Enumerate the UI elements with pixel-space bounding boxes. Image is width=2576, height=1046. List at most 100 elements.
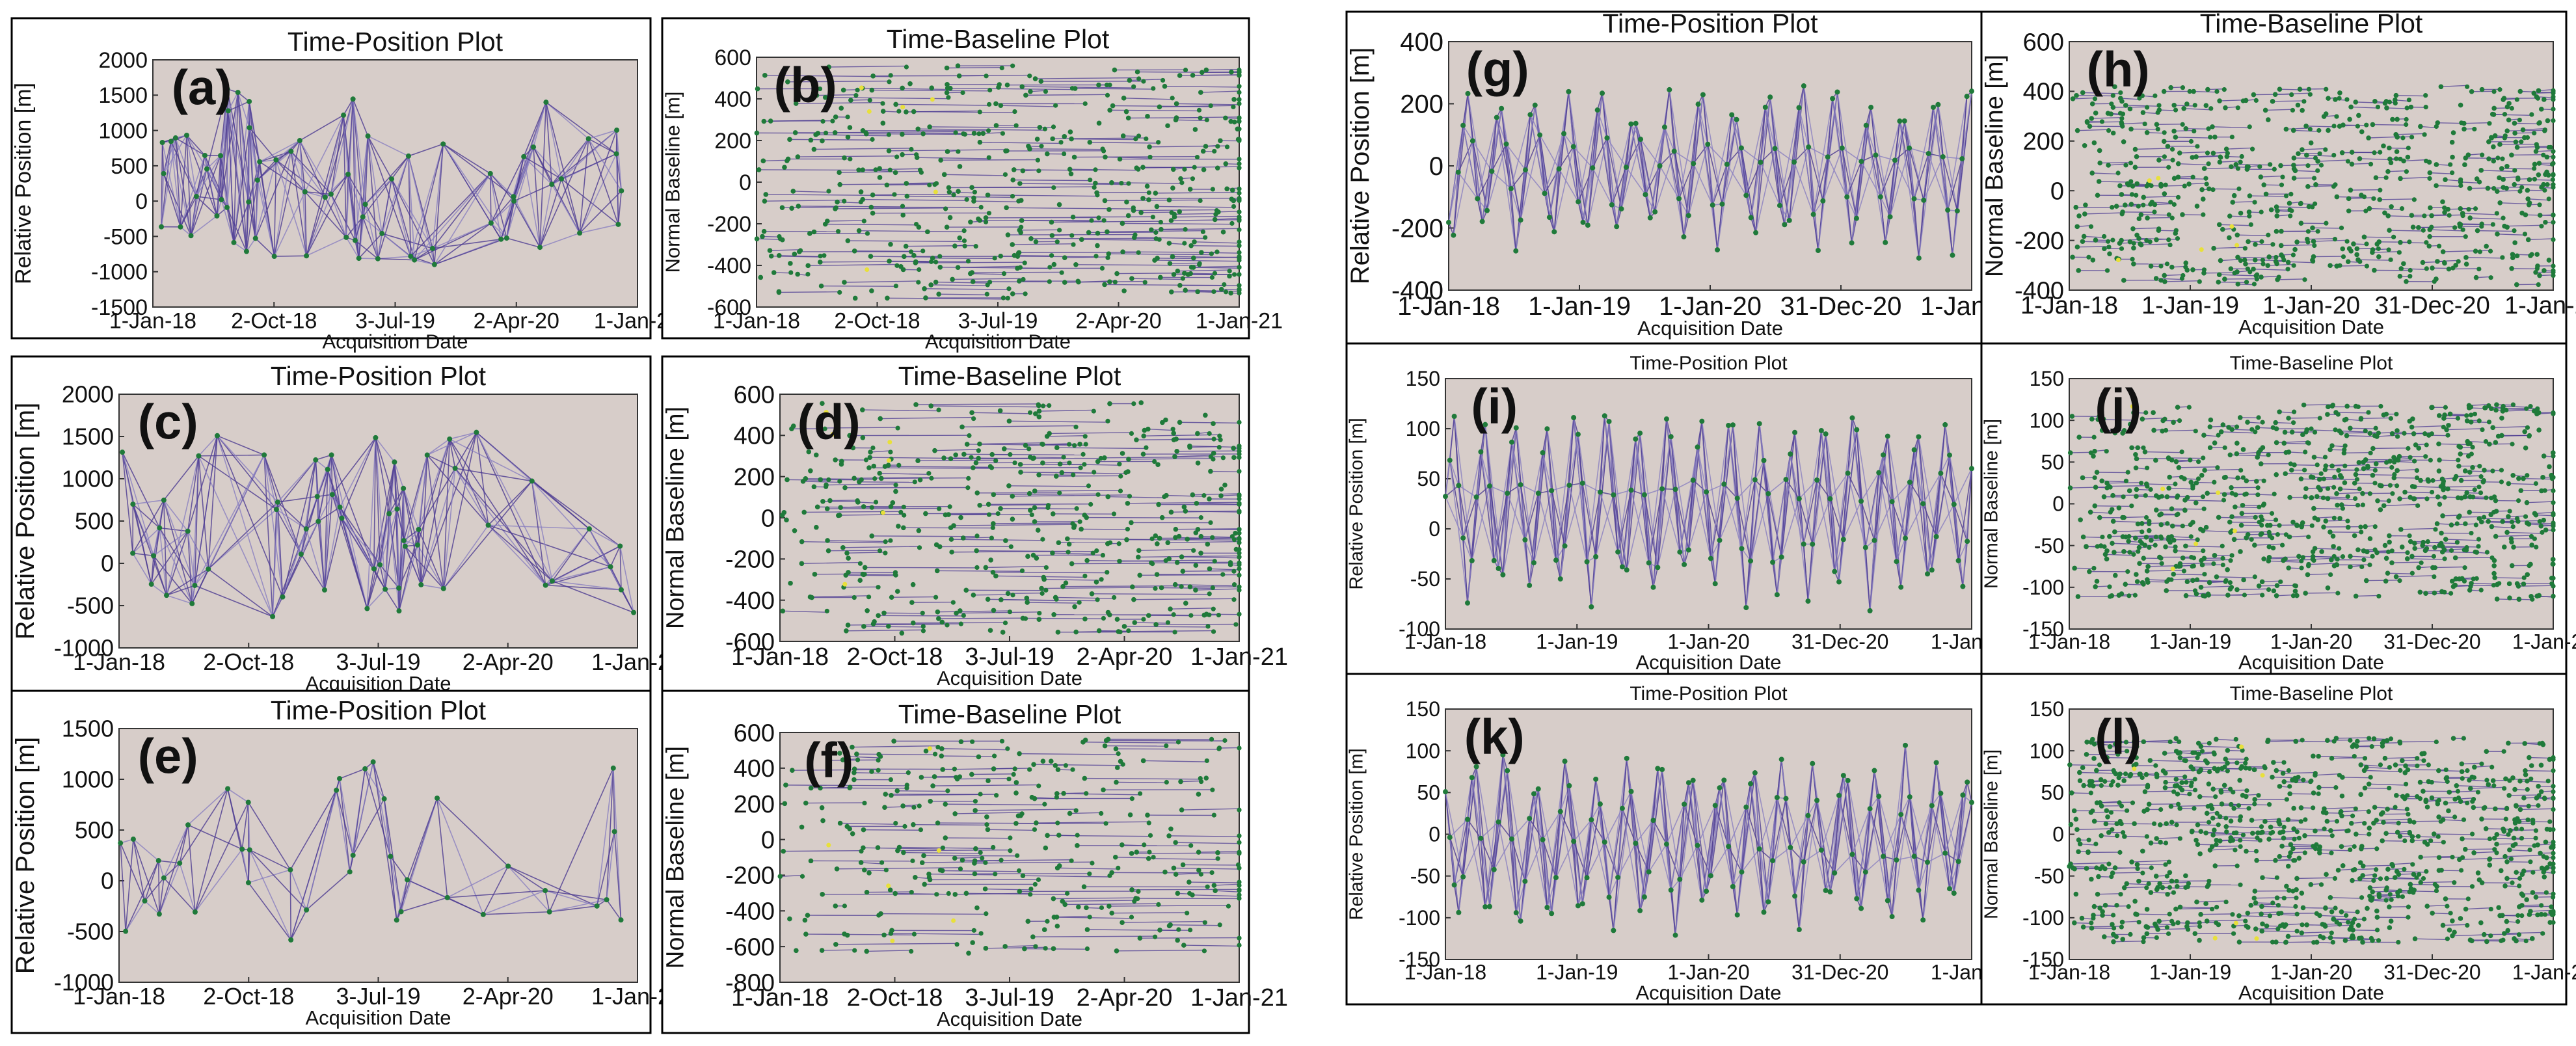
acquisition-point (1185, 911, 1190, 916)
network-link (343, 115, 347, 237)
network-link (257, 161, 260, 180)
y-tick-label: 2000 (98, 48, 148, 73)
acquisition-point (790, 423, 796, 429)
baseline-link (1000, 105, 1056, 107)
acquisition-point (1105, 418, 1110, 423)
acquisition-point (954, 610, 959, 616)
acquisition-point (1237, 501, 1242, 506)
acquisition-point (2384, 105, 2389, 111)
acquisition-point (1136, 76, 1142, 81)
acquisition-point (1093, 180, 1098, 186)
acquisition-point (157, 525, 163, 531)
acquisition-point (1028, 507, 1033, 513)
acquisition-point (2551, 97, 2556, 102)
acquisition-point (1231, 446, 1236, 451)
acquisition-point (960, 535, 966, 541)
acquisition-point (946, 95, 951, 100)
network-link (364, 204, 379, 259)
acquisition-point (852, 295, 858, 301)
acquisition-point (781, 848, 786, 854)
acquisition-point (861, 845, 866, 851)
acquisition-point (2497, 87, 2502, 92)
acquisition-point (863, 131, 869, 137)
acquisition-point (837, 289, 842, 295)
acquisition-point (1202, 920, 1207, 925)
acquisition-point (973, 244, 978, 249)
acquisition-point (837, 820, 843, 826)
acquisition-point (885, 295, 890, 301)
acquisition-point (2119, 98, 2125, 104)
network-link (455, 468, 546, 586)
network-link (125, 900, 146, 932)
acquisition-point (2243, 262, 2248, 267)
acquisition-point (805, 913, 811, 918)
acquisition-point (2095, 193, 2100, 198)
network-link (226, 207, 235, 243)
acquisition-point (973, 460, 979, 466)
baseline-link (1138, 555, 1240, 558)
acquisition-point (2364, 122, 2369, 127)
acquisition-point (1801, 83, 1806, 89)
network-link (418, 455, 428, 530)
acquisition-point (1237, 840, 1242, 845)
network-link (198, 455, 277, 510)
acquisition-point (2506, 101, 2512, 106)
baseline-link (1105, 156, 1151, 159)
acquisition-point (2096, 179, 2102, 184)
acquisition-point (815, 131, 821, 136)
acquisition-point (943, 835, 948, 840)
acquisition-point (2361, 234, 2367, 240)
acquisition-point (2297, 87, 2303, 92)
network-link (195, 788, 228, 913)
acquisition-point (2212, 134, 2218, 140)
acquisition-point (1077, 441, 1082, 447)
acquisition-point (2400, 135, 2406, 141)
acquisition-point (1208, 454, 1213, 459)
acquisition-point (315, 518, 321, 524)
acquisition-point (2522, 232, 2528, 237)
acquisition-point (1017, 462, 1023, 467)
acquisition-point (2199, 187, 2205, 193)
network-link (388, 513, 400, 611)
x-tick-label: 1-Jan-21 (1196, 308, 1283, 333)
acquisition-point (2289, 208, 2294, 213)
acquisition-point (943, 206, 948, 211)
acquisition-point (1017, 278, 1022, 284)
acquisition-point (892, 891, 898, 896)
acquisition-point (1030, 552, 1036, 558)
acquisition-point (909, 600, 915, 605)
acquisition-point (944, 65, 950, 71)
acquisition-point (866, 870, 872, 876)
baseline-link (1042, 461, 1069, 464)
acquisition-point (862, 565, 868, 570)
acquisition-point (833, 941, 839, 947)
acquisition-point (2491, 158, 2497, 164)
x-tick-label: 1-Jan-18 (713, 308, 800, 333)
acquisition-point (863, 457, 869, 463)
acquisition-point (795, 154, 801, 159)
acquisition-point (2298, 201, 2303, 207)
acquisition-point (362, 202, 368, 208)
baseline-link (1198, 291, 1214, 293)
acquisition-point (876, 751, 881, 757)
acquisition-point (1005, 591, 1011, 597)
acquisition-point (1719, 201, 1725, 207)
acquisition-point (887, 79, 892, 85)
acquisition-point (1155, 541, 1160, 546)
network-link (619, 546, 634, 613)
acquisition-point (1782, 222, 1788, 228)
acquisition-point (2449, 139, 2455, 145)
acquisition-point (2513, 139, 2519, 145)
acquisition-point (936, 616, 941, 621)
network-link (443, 481, 533, 589)
acquisition-point (1049, 219, 1054, 225)
network-link (277, 502, 302, 555)
acquisition-point (1051, 262, 1057, 267)
acquisition-point (2525, 237, 2531, 243)
acquisition-point (2236, 186, 2242, 191)
acquisition-point (2274, 261, 2279, 267)
acquisition-point (790, 189, 796, 194)
acquisition-point (1164, 779, 1169, 785)
acquisition-point (1959, 156, 1965, 162)
acquisition-point (364, 606, 370, 611)
